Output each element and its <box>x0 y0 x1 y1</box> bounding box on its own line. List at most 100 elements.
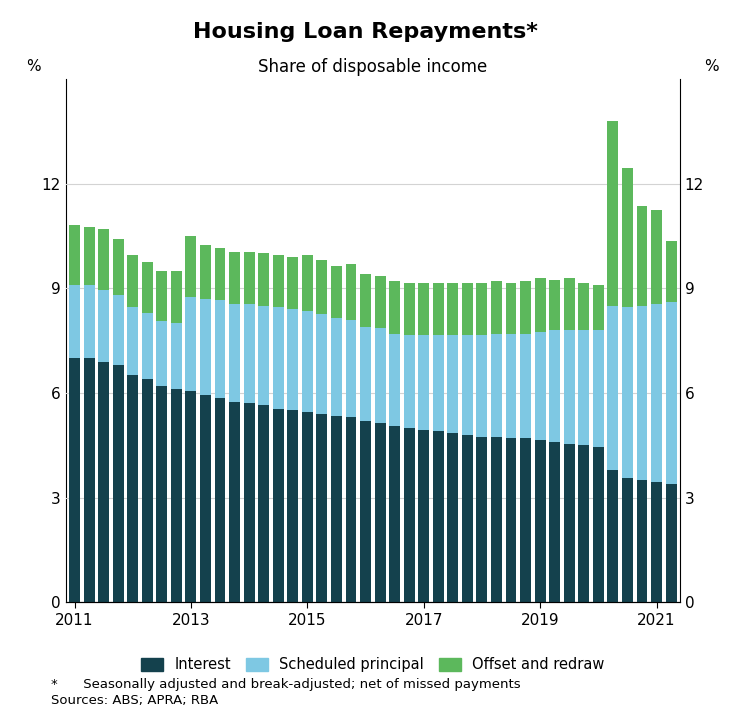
Bar <box>142 313 153 379</box>
Bar <box>243 252 254 304</box>
Text: %: % <box>705 59 719 74</box>
Bar <box>462 283 473 336</box>
Bar <box>127 308 138 376</box>
Bar <box>69 225 80 285</box>
Bar <box>374 276 385 328</box>
Bar <box>186 391 197 602</box>
Bar <box>637 480 648 602</box>
Bar <box>534 440 545 602</box>
Bar <box>229 304 240 402</box>
Text: Sources: ABS; APRA; RBA: Sources: ABS; APRA; RBA <box>51 694 219 707</box>
Bar <box>156 271 167 321</box>
Bar <box>258 253 269 305</box>
Bar <box>302 412 313 602</box>
Bar <box>331 318 342 416</box>
Bar <box>491 333 502 437</box>
Bar <box>83 285 94 358</box>
Bar <box>98 361 109 602</box>
Bar <box>418 429 429 602</box>
Bar <box>200 394 211 602</box>
Bar <box>491 281 502 333</box>
Bar <box>83 358 94 602</box>
Bar <box>404 428 414 602</box>
Bar <box>433 283 444 336</box>
Bar <box>666 241 677 302</box>
Bar <box>607 305 618 470</box>
Legend: Interest, Scheduled principal, Offset and redraw: Interest, Scheduled principal, Offset an… <box>135 652 610 678</box>
Bar <box>651 482 662 602</box>
Bar <box>302 311 313 412</box>
Bar <box>374 422 385 602</box>
Bar <box>287 257 298 309</box>
Bar <box>564 444 575 602</box>
Bar <box>69 358 80 602</box>
Bar <box>113 239 124 295</box>
Bar <box>302 255 313 311</box>
Bar <box>477 437 488 602</box>
Title: Share of disposable income: Share of disposable income <box>258 58 488 76</box>
Bar <box>127 376 138 602</box>
Bar <box>243 304 254 404</box>
Bar <box>171 323 182 389</box>
Bar <box>593 285 604 330</box>
Bar <box>389 281 400 333</box>
Bar <box>534 332 545 440</box>
Bar <box>593 330 604 447</box>
Bar <box>578 330 589 445</box>
Bar <box>273 308 284 409</box>
Bar <box>506 438 517 602</box>
Bar <box>171 271 182 323</box>
Bar <box>622 478 633 602</box>
Bar <box>273 409 284 602</box>
Bar <box>200 244 211 299</box>
Text: Housing Loan Repayments*: Housing Loan Repayments* <box>193 22 538 42</box>
Bar <box>360 421 371 602</box>
Bar <box>506 283 517 333</box>
Bar <box>113 295 124 365</box>
Bar <box>98 290 109 361</box>
Bar <box>331 416 342 602</box>
Bar <box>549 442 560 602</box>
Bar <box>215 248 225 300</box>
Bar <box>83 227 94 285</box>
Bar <box>258 405 269 602</box>
Bar <box>549 330 560 442</box>
Bar <box>520 438 531 602</box>
Bar <box>360 327 371 421</box>
Bar <box>477 336 488 437</box>
Bar <box>520 333 531 438</box>
Bar <box>200 299 211 394</box>
Bar <box>622 308 633 478</box>
Bar <box>389 333 400 426</box>
Bar <box>346 320 357 417</box>
Bar <box>564 277 575 330</box>
Bar <box>142 262 153 313</box>
Bar <box>331 265 342 318</box>
Bar <box>534 277 545 332</box>
Bar <box>593 447 604 602</box>
Bar <box>229 402 240 602</box>
Bar <box>215 398 225 602</box>
Bar <box>374 328 385 422</box>
Bar <box>622 168 633 308</box>
Bar <box>404 283 414 336</box>
Bar <box>346 264 357 320</box>
Bar <box>186 297 197 391</box>
Bar <box>156 386 167 602</box>
Bar <box>404 336 414 428</box>
Bar <box>520 281 531 333</box>
Bar <box>549 280 560 330</box>
Bar <box>229 252 240 304</box>
Bar <box>69 285 80 358</box>
Bar <box>637 206 648 305</box>
Bar <box>607 470 618 602</box>
Bar <box>186 236 197 297</box>
Bar <box>447 433 458 602</box>
Bar <box>156 321 167 386</box>
Bar <box>273 255 284 308</box>
Bar <box>317 260 327 314</box>
Bar <box>447 283 458 336</box>
Bar <box>389 426 400 602</box>
Text: *      Seasonally adjusted and break-adjusted; net of missed payments: * Seasonally adjusted and break-adjusted… <box>51 678 520 690</box>
Bar <box>127 255 138 308</box>
